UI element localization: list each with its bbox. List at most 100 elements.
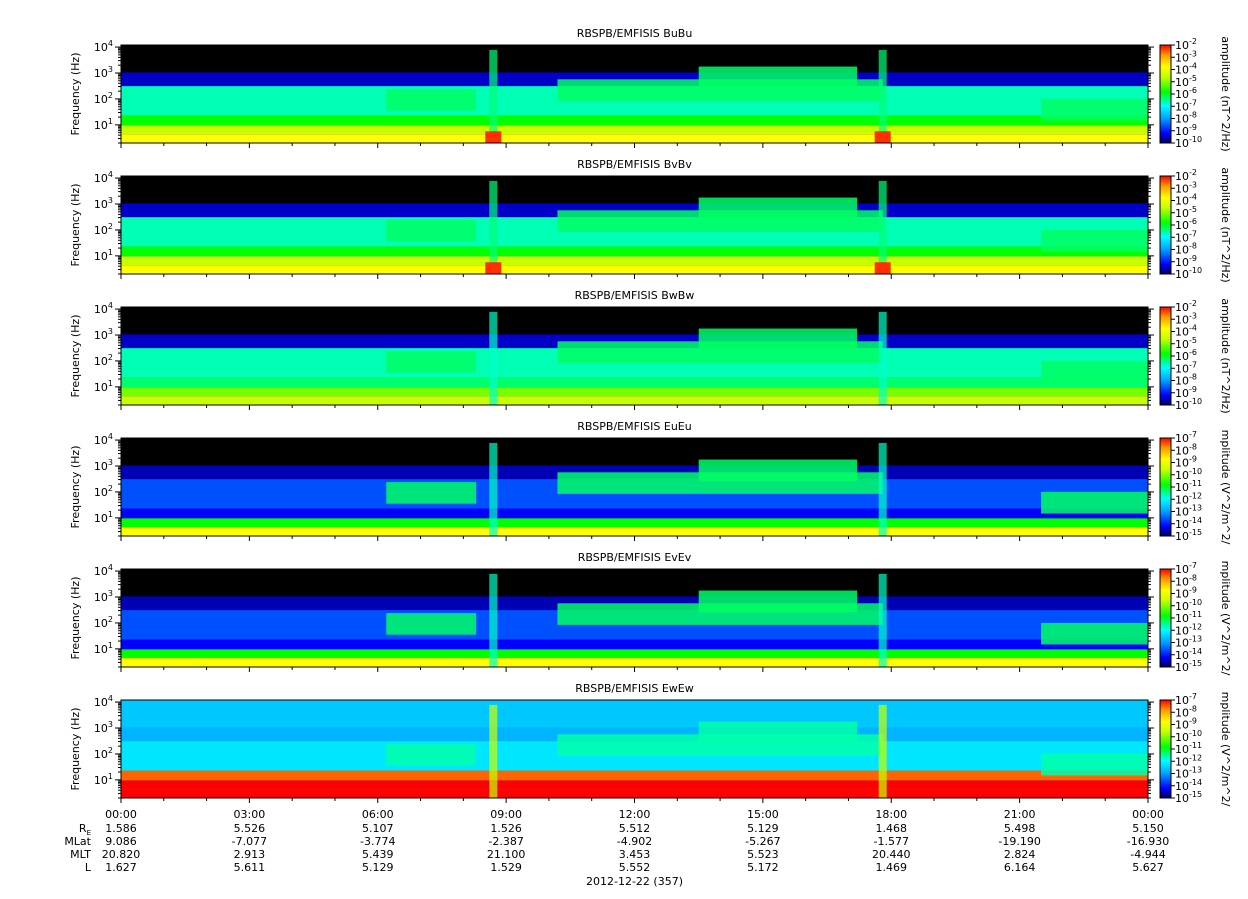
tick-base: 10 — [1175, 244, 1189, 257]
colorbar-tick-label: 10-8 — [1175, 573, 1197, 588]
perigee-hot-1 — [874, 262, 891, 274]
low-band-3 — [121, 134, 1148, 143]
ephemeris-value: -2.387 — [488, 835, 523, 848]
colorbar-tick-label: 10-9 — [1175, 717, 1197, 732]
tick-base: 10 — [94, 119, 108, 132]
tick-exponent: -12 — [1189, 491, 1202, 500]
tick-base: 10 — [1175, 637, 1189, 650]
panel-evev: RBSPB/EMFISIS EvEv101102103104Frequency … — [69, 551, 1232, 676]
wave-region-3 — [1041, 622, 1148, 645]
ephemeris-value: 5.512 — [619, 822, 651, 835]
panel-bvbv: RBSPB/EMFISIS BvBv101102103104Frequency … — [69, 158, 1232, 283]
tick-base: 10 — [94, 172, 108, 185]
ephemeris-value: 5.150 — [1132, 822, 1164, 835]
tick-exponent: -13 — [1189, 635, 1202, 644]
y-tick-label: 101 — [94, 379, 113, 394]
tick-base: 10 — [94, 696, 108, 709]
colorbar-tick-label: 10-4 — [1175, 62, 1197, 77]
colorbar-tick-label: 10-9 — [1175, 385, 1197, 400]
tick-base: 10 — [94, 722, 108, 735]
low-band-3 — [121, 527, 1148, 536]
tick-exponent: -14 — [1189, 778, 1202, 787]
tick-exponent: -6 — [1189, 348, 1197, 357]
tick-exponent: -2 — [1189, 168, 1197, 177]
tick-base: 10 — [1175, 387, 1189, 400]
ephemeris-value: 6.164 — [1004, 861, 1036, 874]
low-band-2 — [121, 256, 1148, 266]
date-label: 2012-12-22 (357) — [586, 875, 683, 888]
perigee-column-0 — [489, 442, 498, 536]
y-tick-label: 102 — [94, 615, 113, 630]
tick-base: 10 — [94, 460, 108, 473]
low-band-3 — [121, 396, 1148, 405]
tick-base: 10 — [1175, 518, 1189, 531]
ephemeris-value: 21.100 — [487, 848, 526, 861]
tick-exponent: -5 — [1189, 205, 1197, 214]
y-axis-label: Frequency (Hz) — [69, 708, 82, 791]
colorbar-tick-label: 10-9 — [1175, 586, 1197, 601]
wave-region-0 — [386, 482, 477, 504]
colorbar-tick-label: 10-15 — [1175, 790, 1202, 805]
tick-base: 10 — [1175, 731, 1189, 744]
colorbar-tick-label: 10-10 — [1175, 467, 1202, 482]
colorbar — [1160, 569, 1171, 667]
wave-region-2 — [698, 459, 858, 482]
tick-base: 10 — [1175, 469, 1189, 482]
tick-base: 10 — [1175, 362, 1189, 375]
wave-region-2 — [698, 66, 858, 89]
tick-base: 10 — [1175, 195, 1189, 208]
tick-base: 10 — [94, 486, 108, 499]
colorbar-tick-label: 10-8 — [1175, 242, 1197, 257]
low-band-2 — [121, 649, 1148, 659]
tick-exponent: 3 — [108, 196, 113, 205]
ephemeris-label: RE — [79, 822, 91, 837]
colorbar-tick-label: 10-11 — [1175, 479, 1202, 494]
colorbar-tick-label: 10-3 — [1175, 180, 1197, 195]
perigee-column-1 — [878, 704, 887, 798]
tick-exponent: -5 — [1189, 74, 1197, 83]
colorbar-tick-label: 10-5 — [1175, 336, 1197, 351]
ephemeris-value: 1.529 — [490, 861, 522, 874]
tick-base: 10 — [1175, 649, 1189, 662]
tick-base: 10 — [94, 381, 108, 394]
ephemeris-value: 5.627 — [1132, 861, 1164, 874]
tick-exponent: 2 — [108, 91, 113, 100]
tick-exponent: 2 — [108, 484, 113, 493]
tick-base: 10 — [1175, 125, 1189, 138]
colorbar-tick-label: 10-10 — [1175, 729, 1202, 744]
tick-exponent: -4 — [1189, 324, 1197, 333]
tick-base: 10 — [1175, 506, 1189, 519]
y-tick-label: 101 — [94, 248, 113, 263]
spectrogram-image — [121, 176, 1148, 274]
ephemeris-value: -1.577 — [874, 835, 909, 848]
wave-region-2 — [698, 721, 858, 744]
tick-exponent: -10 — [1189, 266, 1202, 275]
colorbar — [1160, 700, 1171, 798]
tick-base: 10 — [1175, 588, 1189, 601]
tick-exponent: -7 — [1189, 561, 1197, 570]
spectrogram-image — [121, 569, 1148, 667]
low-band-1 — [121, 508, 1148, 519]
colorbar-tick-label: 10-12 — [1175, 622, 1202, 637]
y-tick-label: 104 — [94, 563, 113, 578]
x-tick-label: 12:00 — [619, 808, 651, 821]
low-band-2 — [121, 780, 1148, 790]
tick-exponent: -8 — [1189, 442, 1197, 451]
perigee-column-1 — [878, 442, 887, 536]
perigee-column-0 — [489, 49, 498, 143]
tick-base: 10 — [94, 774, 108, 787]
colorbar-tick-label: 10-5 — [1175, 74, 1197, 89]
tick-exponent: -10 — [1189, 467, 1202, 476]
colorbar-label: amplitude (nT^2/Hz) — [1219, 36, 1232, 151]
tick-exponent: -8 — [1189, 242, 1197, 251]
tick-exponent: -7 — [1189, 430, 1197, 439]
tick-base: 10 — [94, 224, 108, 237]
ephemeris-value: 2.824 — [1004, 848, 1036, 861]
tick-exponent: -4 — [1189, 193, 1197, 202]
low-band-3 — [121, 789, 1148, 798]
ephemeris-label-text: L — [85, 861, 92, 874]
tick-exponent: 4 — [108, 301, 113, 310]
colorbar-tick-label: 10-6 — [1175, 86, 1197, 101]
wave-region-3 — [1041, 98, 1148, 121]
ephemeris-value: 5.526 — [234, 822, 266, 835]
